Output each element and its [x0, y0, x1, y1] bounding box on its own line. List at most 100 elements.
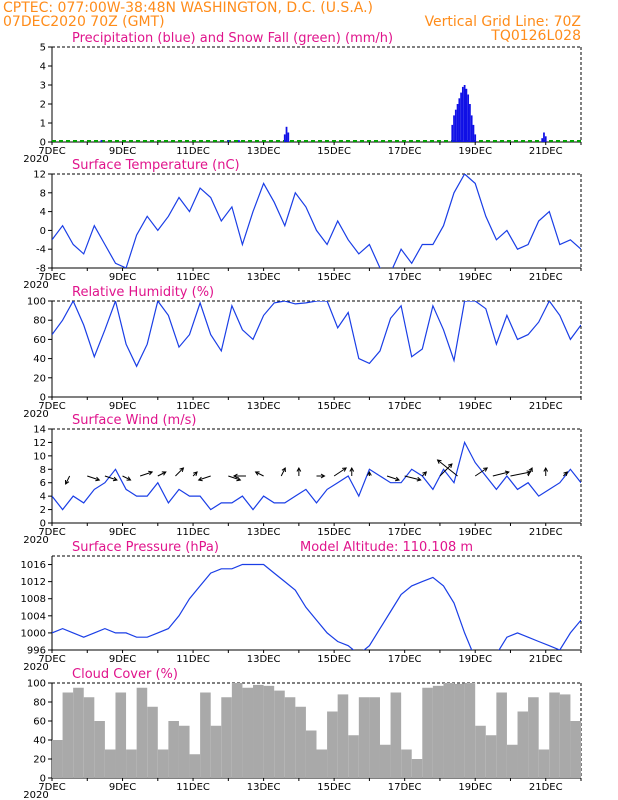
cloud-bar — [327, 711, 338, 778]
precip-bar — [472, 124, 475, 142]
wind-vector — [296, 466, 302, 476]
cloud-bar — [126, 749, 137, 778]
precip-xtick-label: 15DEC — [317, 146, 351, 157]
precip-bar — [454, 109, 457, 142]
pressure-xtick-label: 21DEC — [529, 654, 563, 665]
wind-vector-shaft — [175, 467, 184, 477]
cloud-bar — [559, 694, 571, 778]
cloud-ytick-label: 20 — [33, 755, 46, 766]
wind-xtick-label: 15DEC — [317, 527, 351, 538]
wind-vector-head — [179, 467, 185, 472]
precip-bar — [451, 124, 454, 142]
temp-plot-area — [52, 174, 581, 268]
precip-bar — [474, 134, 477, 142]
precip-bar — [467, 94, 470, 142]
wind-ytick-label: 2 — [40, 505, 46, 516]
cloud-bar — [485, 735, 497, 778]
precip-ytick-label: 3 — [40, 81, 46, 92]
temp-xtick-label: 17DEC — [388, 272, 422, 283]
precip-bar — [227, 140, 230, 142]
cloud-year-label: 2020 — [23, 790, 48, 800]
wind-vector — [87, 475, 101, 482]
pressure-subtitle: Model Altitude: 110.108 m — [300, 540, 473, 555]
cloud-bar — [411, 759, 423, 778]
rh-xtick-label: 15DEC — [317, 401, 351, 412]
wind-vector-shaft — [510, 471, 531, 477]
cloud-bar — [231, 683, 243, 778]
wind-vector — [421, 471, 428, 477]
wind-vector — [439, 463, 453, 477]
cloud-bar — [337, 694, 349, 778]
temp-ytick-label: -8 — [36, 264, 46, 275]
cloud-bar — [221, 697, 232, 778]
wind-vector-head — [563, 471, 569, 476]
wind-vector-shaft — [527, 467, 533, 477]
wind-vector — [436, 459, 458, 477]
cloud-bar — [528, 697, 539, 778]
cloud-bar — [422, 687, 433, 778]
wind-vector-shaft — [474, 467, 488, 477]
temp-ytick-label: 4 — [40, 207, 46, 218]
wind-vector-shaft — [492, 471, 509, 477]
cloud-ytick-label: 40 — [33, 736, 46, 747]
temp-ytick-label: 8 — [40, 188, 46, 199]
wind-title: Surface Wind (m/s) — [72, 413, 196, 428]
precip-xtick-label: 21DEC — [529, 146, 563, 157]
wind-vector-head — [193, 471, 198, 476]
cloud-bar — [305, 730, 317, 778]
rh-line — [52, 301, 581, 368]
pressure-ytick-label: 996 — [27, 646, 46, 657]
cloud-ytick-label: 0 — [40, 774, 46, 785]
wind-vector — [64, 475, 71, 485]
wind-vector-head — [543, 466, 549, 472]
cloud-xtick-label: 21DEC — [529, 782, 563, 793]
cloud-bar — [115, 692, 127, 778]
temp-xtick-label: 11DEC — [176, 272, 210, 283]
wind-vector-shaft — [580, 475, 581, 476]
wind-plot-area — [52, 440, 581, 511]
precip-xtick-label: 13DEC — [247, 146, 281, 157]
precip-bar — [238, 140, 240, 142]
precip-xtick-label: 9DEC — [109, 146, 136, 157]
rh-ytick-label: 40 — [33, 354, 46, 365]
cloud-xtick-label: 9DEC — [109, 782, 136, 793]
wind-vector-shaft — [122, 475, 131, 481]
wind-vector-head — [148, 470, 154, 476]
cloud-xtick-label: 7DEC — [38, 782, 65, 793]
wind-vector-shaft — [104, 475, 118, 481]
precip-ytick-label: 0 — [40, 138, 46, 149]
wind-vector-shaft — [198, 475, 211, 481]
wind-vector — [192, 471, 198, 477]
precip-bar — [541, 138, 544, 142]
cloud-bar — [570, 721, 581, 778]
precip-xtick-label: 11DEC — [176, 146, 210, 157]
precip-title: Precipitation (blue) and Snow Fall (gree… — [72, 31, 393, 46]
wind-vector-head — [416, 476, 422, 482]
wind-xtick-label: 17DEC — [388, 527, 422, 538]
rh-xtick-label: 19DEC — [458, 401, 492, 412]
cloud-bar — [52, 740, 63, 778]
cloud-bar — [506, 744, 518, 778]
cloud-bar — [369, 697, 380, 778]
wind-vector-head — [436, 459, 442, 464]
temp-year-label: 2020 — [23, 280, 48, 291]
cloud-bar — [263, 685, 275, 778]
wind-vector-shaft — [404, 475, 421, 481]
wind-vector-shaft — [280, 467, 286, 477]
rh-xtick-label: 13DEC — [247, 401, 281, 412]
wind-vector — [527, 467, 533, 477]
wind-vector — [510, 470, 532, 477]
wind-vector-shaft — [140, 471, 153, 477]
cloud-xtick-label: 11DEC — [176, 782, 210, 793]
wind-vector-head — [254, 471, 260, 476]
pressure-ytick-label: 1012 — [21, 577, 46, 588]
cloud-plot-area — [52, 683, 581, 778]
cloud-xtick-label: 19DEC — [458, 782, 492, 793]
pressure-ytick-label: 1016 — [21, 560, 46, 571]
wind-vector — [157, 471, 167, 477]
cloud-bar — [390, 692, 402, 778]
cloud-bar — [83, 697, 95, 778]
cloud-bar — [178, 725, 190, 778]
wind-xtick-label: 9DEC — [109, 527, 136, 538]
